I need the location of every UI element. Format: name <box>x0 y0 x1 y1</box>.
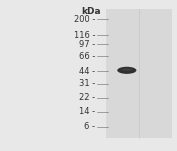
FancyBboxPatch shape <box>106 9 172 138</box>
Ellipse shape <box>122 68 132 71</box>
Text: 66 -: 66 - <box>79 52 95 61</box>
Text: 116 -: 116 - <box>74 31 95 40</box>
Text: 31 -: 31 - <box>79 79 95 88</box>
Text: kDa: kDa <box>81 7 101 16</box>
Text: 44 -: 44 - <box>79 67 95 76</box>
Ellipse shape <box>117 67 136 74</box>
Text: 14 -: 14 - <box>79 107 95 116</box>
Text: 200 -: 200 - <box>74 15 95 24</box>
Text: 22 -: 22 - <box>79 93 95 102</box>
Text: 6 -: 6 - <box>84 122 95 131</box>
Text: 97 -: 97 - <box>79 40 95 49</box>
